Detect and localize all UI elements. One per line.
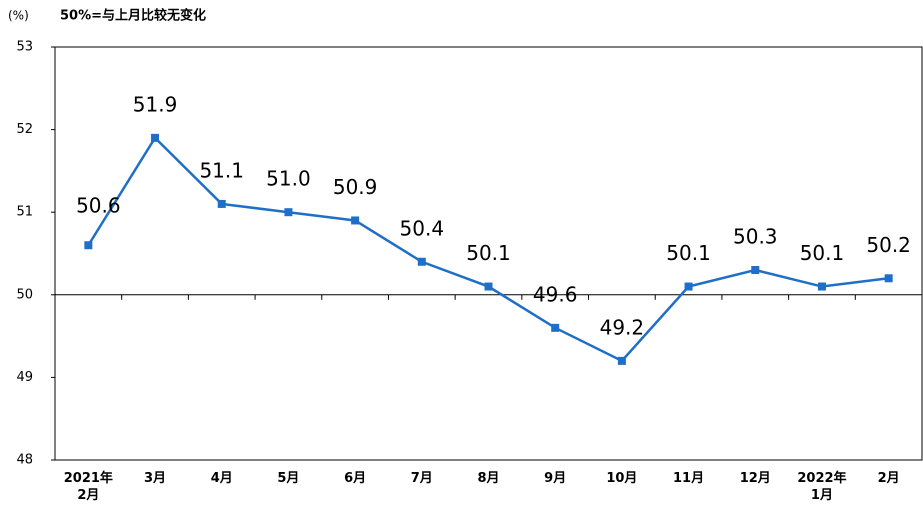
x-tick-label: 10月 [606, 471, 638, 486]
point [484, 282, 493, 291]
value-label: 50.9 [333, 175, 378, 199]
x-tick-label: 6月 [344, 471, 367, 486]
y-tick-label: 53 [16, 40, 33, 55]
point [684, 282, 693, 291]
x-tick-label: 3月 [144, 471, 167, 486]
y-tick-label: 48 [16, 453, 33, 468]
value-label: 50.2 [866, 233, 911, 257]
point [551, 323, 560, 332]
x-tick-label: 2021年 2月 [63, 471, 113, 503]
point [884, 274, 893, 283]
y-tick-label: 52 [16, 122, 33, 137]
point [217, 199, 226, 208]
point [84, 241, 93, 250]
plot-frame [54, 46, 923, 461]
x-tick-label: 5月 [277, 471, 300, 486]
x-tick-label: 7月 [410, 471, 433, 486]
x-tick-label: 9月 [544, 471, 567, 486]
point [751, 266, 760, 275]
x-tick-label: 12月 [739, 471, 771, 486]
value-label: 51.1 [199, 158, 244, 182]
point [351, 216, 360, 225]
value-label: 49.6 [533, 282, 578, 306]
x-tick-label: 8月 [477, 471, 500, 486]
value-label: 51.0 [266, 167, 311, 191]
point [417, 257, 426, 266]
x-tick-label: 2月 [877, 471, 900, 486]
value-label: 50.3 [733, 225, 778, 249]
x-tick-label: 2022年 1月 [797, 471, 847, 503]
point [284, 208, 293, 217]
value-label: 50.1 [666, 241, 711, 265]
y-tick-label: 51 [16, 205, 33, 220]
value-label: 49.2 [600, 315, 645, 339]
point [151, 133, 160, 142]
value-label: 51.9 [133, 92, 178, 116]
value-label: 50.6 [76, 194, 121, 218]
point [817, 282, 826, 291]
note: 50%=与上月比较无变化 [60, 8, 206, 24]
x-tick-label: 11月 [673, 471, 705, 486]
value-label: 50.4 [400, 216, 445, 240]
x-tick-label: 4月 [210, 471, 233, 486]
unit-label: (%) [8, 9, 29, 23]
point [617, 356, 626, 365]
value-label: 50.1 [466, 241, 511, 265]
y-tick-label: 50 [16, 287, 33, 302]
y-tick-label: 49 [16, 370, 33, 385]
value-label: 50.1 [800, 241, 845, 265]
